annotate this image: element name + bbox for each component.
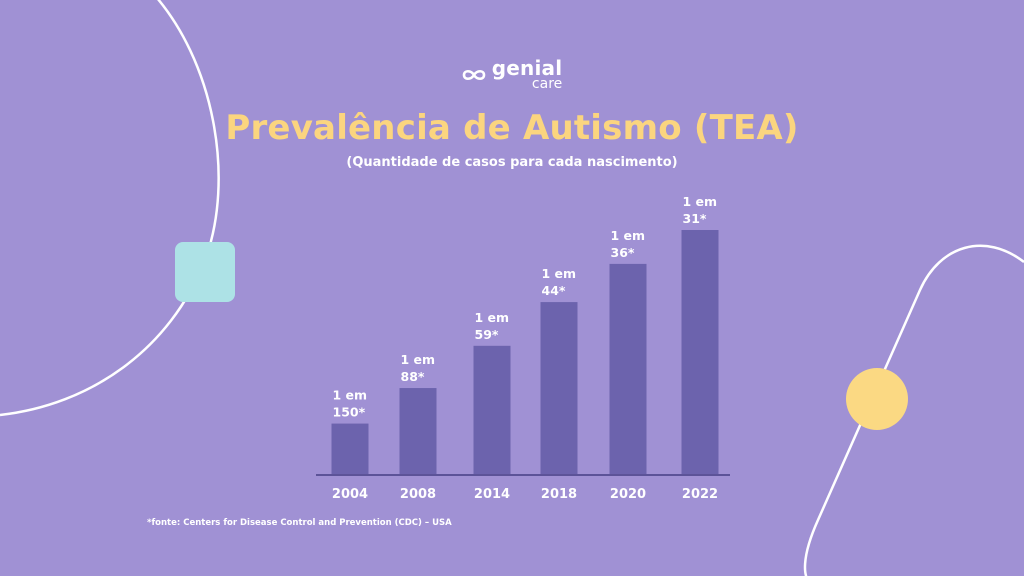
bar-2020 (609, 263, 647, 474)
data-label-2014-line-2: 59* (475, 327, 499, 342)
x-tick-label-2014: 2014 (474, 487, 510, 502)
data-label-2020-line-2: 36* (611, 245, 635, 260)
teal-square-shape (175, 242, 235, 302)
data-label-2004-line-1: 1 em (333, 388, 368, 403)
right-arc-line (803, 244, 1024, 576)
source-footnote: *fonte: Centers for Disease Control and … (147, 518, 452, 528)
x-tick-label-2018: 2018 (541, 487, 577, 502)
bar-2018 (540, 302, 578, 474)
x-tick-label-2008: 2008 (400, 487, 436, 502)
data-label-2022-line-1: 1 em (683, 194, 718, 209)
bar-2004 (331, 423, 369, 474)
data-label-2018-line-1: 1 em (542, 266, 577, 281)
data-label-2004-line-2: 150* (333, 405, 366, 420)
brand-name: genial (491, 56, 563, 80)
data-label-2020-line-1: 1 em (611, 228, 646, 243)
data-label-2022-line-2: 31* (683, 211, 707, 226)
data-label-2018-line-2: 44* (542, 283, 566, 298)
bar-2008 (399, 388, 437, 474)
chart-title: Prevalência de Autismo (TEA) (225, 108, 799, 148)
chart-subtitle: (Quantidade de casos para cada nasciment… (346, 155, 678, 170)
x-tick-label-2022: 2022 (682, 487, 718, 502)
infinity-logo-icon (462, 69, 486, 80)
data-label-2008-line-1: 1 em (401, 352, 436, 367)
brand-subname: care (531, 76, 563, 92)
x-tick-label-2004: 2004 (332, 487, 368, 502)
brand-logo: genial care (0, 58, 1024, 91)
bar-2014 (473, 345, 511, 474)
yellow-circle-shape (846, 368, 908, 430)
data-label-2008-line-2: 88* (401, 369, 425, 384)
bar-2022 (681, 230, 719, 474)
x-tick-label-2020: 2020 (610, 487, 646, 502)
data-label-2014-line-1: 1 em (475, 310, 510, 325)
